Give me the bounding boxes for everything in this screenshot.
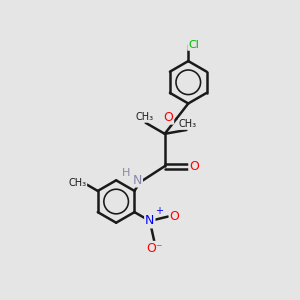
Text: N: N [133, 173, 142, 187]
Text: CH₃: CH₃ [68, 178, 86, 188]
Text: Cl: Cl [188, 40, 199, 50]
Text: O⁻: O⁻ [146, 242, 163, 255]
Text: O: O [189, 160, 199, 173]
Text: CH₃: CH₃ [179, 119, 197, 129]
Text: +: + [155, 206, 163, 217]
Text: O: O [163, 111, 173, 124]
Text: O: O [169, 210, 179, 223]
Text: CH₃: CH₃ [135, 112, 153, 122]
Text: H: H [122, 168, 130, 178]
Text: N: N [145, 214, 154, 227]
